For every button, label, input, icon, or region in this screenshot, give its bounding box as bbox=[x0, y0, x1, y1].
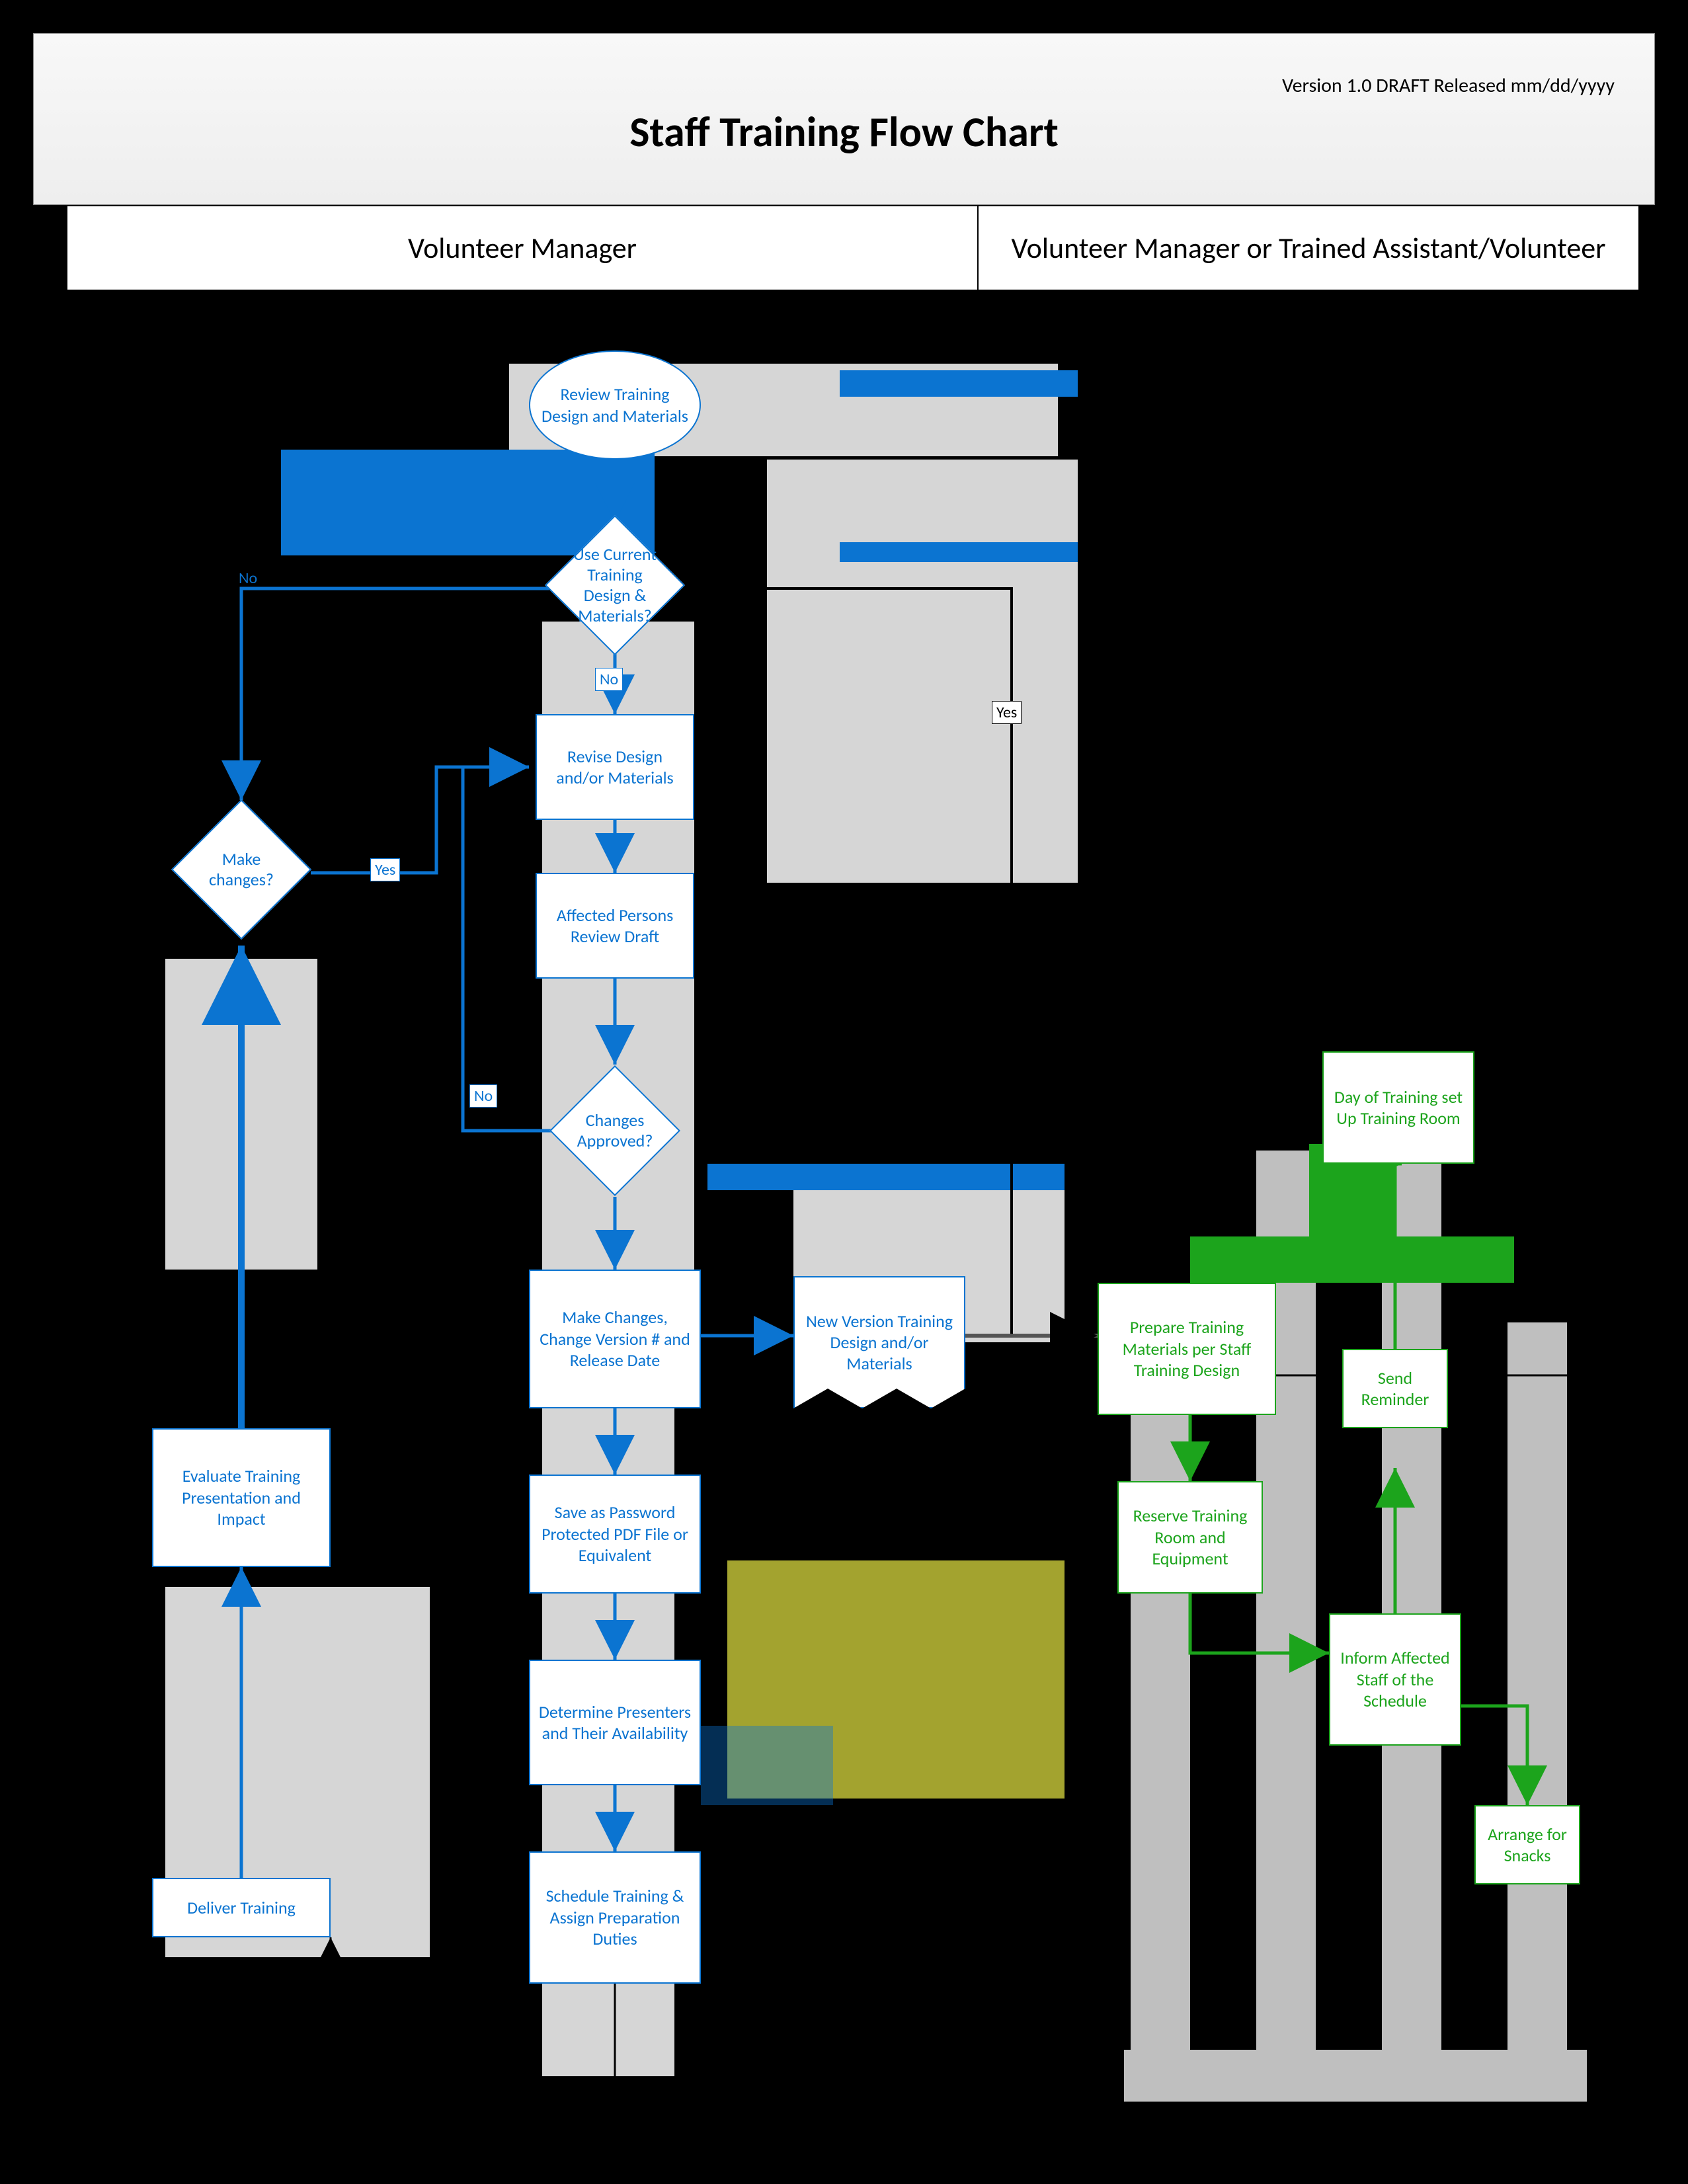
node-affected: Affected Persons Review Draft bbox=[536, 873, 694, 979]
swimlane-header-2: Volunteer Manager or Trained Assistant/V… bbox=[979, 205, 1640, 291]
node-make-changes-q: Make changes? bbox=[171, 799, 311, 940]
node-day-of: Day of Training set Up Training Room bbox=[1322, 1051, 1474, 1164]
node-inform: Inform Affected Staff of the Schedule bbox=[1329, 1613, 1461, 1746]
node-schedule-label: Schedule Training & Assign Preparation D… bbox=[536, 1885, 694, 1950]
edge-label-no-center: No bbox=[595, 668, 623, 691]
node-deliver-label: Deliver Training bbox=[187, 1897, 296, 1919]
edge-label-yes-right: Yes bbox=[992, 701, 1022, 724]
node-review: Review Training Design and Materials bbox=[529, 350, 701, 460]
node-changes-approved-label: Changes Approved? bbox=[570, 1110, 660, 1151]
node-inform-label: Inform Affected Staff of the Schedule bbox=[1336, 1647, 1455, 1712]
node-evaluate: Evaluate Training Presentation and Impac… bbox=[152, 1428, 331, 1567]
node-review-label: Review Training Design and Materials bbox=[536, 384, 694, 426]
node-revise-label: Revise Design and/or Materials bbox=[542, 746, 688, 789]
node-use-current-label: Use Current Training Design & Materials? bbox=[567, 544, 663, 627]
node-prepare: Prepare Training Materials per Staff Tra… bbox=[1098, 1283, 1276, 1415]
node-reserve-label: Reserve Training Room and Equipment bbox=[1124, 1505, 1256, 1570]
node-send-reminder-label: Send Reminder bbox=[1349, 1367, 1441, 1410]
bg-gray-2 bbox=[767, 460, 1078, 883]
node-determine-label: Determine Presenters and Their Availabil… bbox=[536, 1701, 694, 1744]
node-affected-label: Affected Persons Review Draft bbox=[542, 905, 688, 948]
edge-label-no-loop: No bbox=[469, 1084, 497, 1108]
bg-bluetrans bbox=[701, 1726, 833, 1805]
bg-gray-left bbox=[165, 959, 317, 1270]
version-label: Version 1.0 DRAFT Released mm/dd/yyyy bbox=[1282, 73, 1615, 98]
node-determine: Determine Presenters and Their Availabil… bbox=[529, 1660, 701, 1785]
node-deliver: Deliver Training bbox=[152, 1878, 331, 1937]
flowchart-canvas: Review Training Design and Materials Use… bbox=[66, 291, 1640, 2142]
bg-gray-bottom bbox=[1124, 2050, 1587, 2103]
node-make-changes: Make Changes, Change Version # and Relea… bbox=[529, 1270, 701, 1408]
node-revise: Revise Design and/or Materials bbox=[536, 714, 694, 820]
node-day-of-label: Day of Training set Up Training Room bbox=[1329, 1086, 1468, 1129]
node-reserve: Reserve Training Room and Equipment bbox=[1117, 1481, 1263, 1594]
node-new-version: New Version Training Design and/or Mater… bbox=[793, 1276, 965, 1408]
bg-blue-strip2 bbox=[840, 542, 1078, 562]
bg-blue-strip bbox=[840, 370, 1078, 397]
node-send-reminder: Send Reminder bbox=[1342, 1349, 1448, 1428]
swimlane-header-1: Volunteer Manager bbox=[66, 205, 979, 291]
node-save-pdf-label: Save as Password Protected PDF File or E… bbox=[536, 1502, 694, 1566]
node-arrange: Arrange for Snacks bbox=[1474, 1805, 1580, 1884]
node-prepare-label: Prepare Training Materials per Staff Tra… bbox=[1104, 1316, 1269, 1381]
edge-label-yes-left: Yes bbox=[370, 858, 400, 881]
node-evaluate-label: Evaluate Training Presentation and Impac… bbox=[159, 1465, 324, 1530]
header-band: Staff Training Flow Chart Version 1.0 DR… bbox=[33, 33, 1655, 205]
node-make-changes-label: Make Changes, Change Version # and Relea… bbox=[536, 1307, 694, 1371]
edge-label-no-left: No bbox=[235, 567, 261, 589]
bg-blue-strip3 bbox=[707, 1164, 1065, 1190]
bg-gray-lane-r1 bbox=[1131, 1322, 1190, 2103]
node-new-version-label: New Version Training Design and/or Mater… bbox=[800, 1311, 959, 1374]
bg-gray-lane-r4 bbox=[1507, 1322, 1567, 2103]
node-make-changes-q-label: Make changes? bbox=[193, 849, 290, 890]
node-save-pdf: Save as Password Protected PDF File or E… bbox=[529, 1475, 701, 1594]
green-bar-top bbox=[1190, 1236, 1514, 1283]
node-arrange-label: Arrange for Snacks bbox=[1481, 1824, 1574, 1867]
node-schedule: Schedule Training & Assign Preparation D… bbox=[529, 1851, 701, 1984]
